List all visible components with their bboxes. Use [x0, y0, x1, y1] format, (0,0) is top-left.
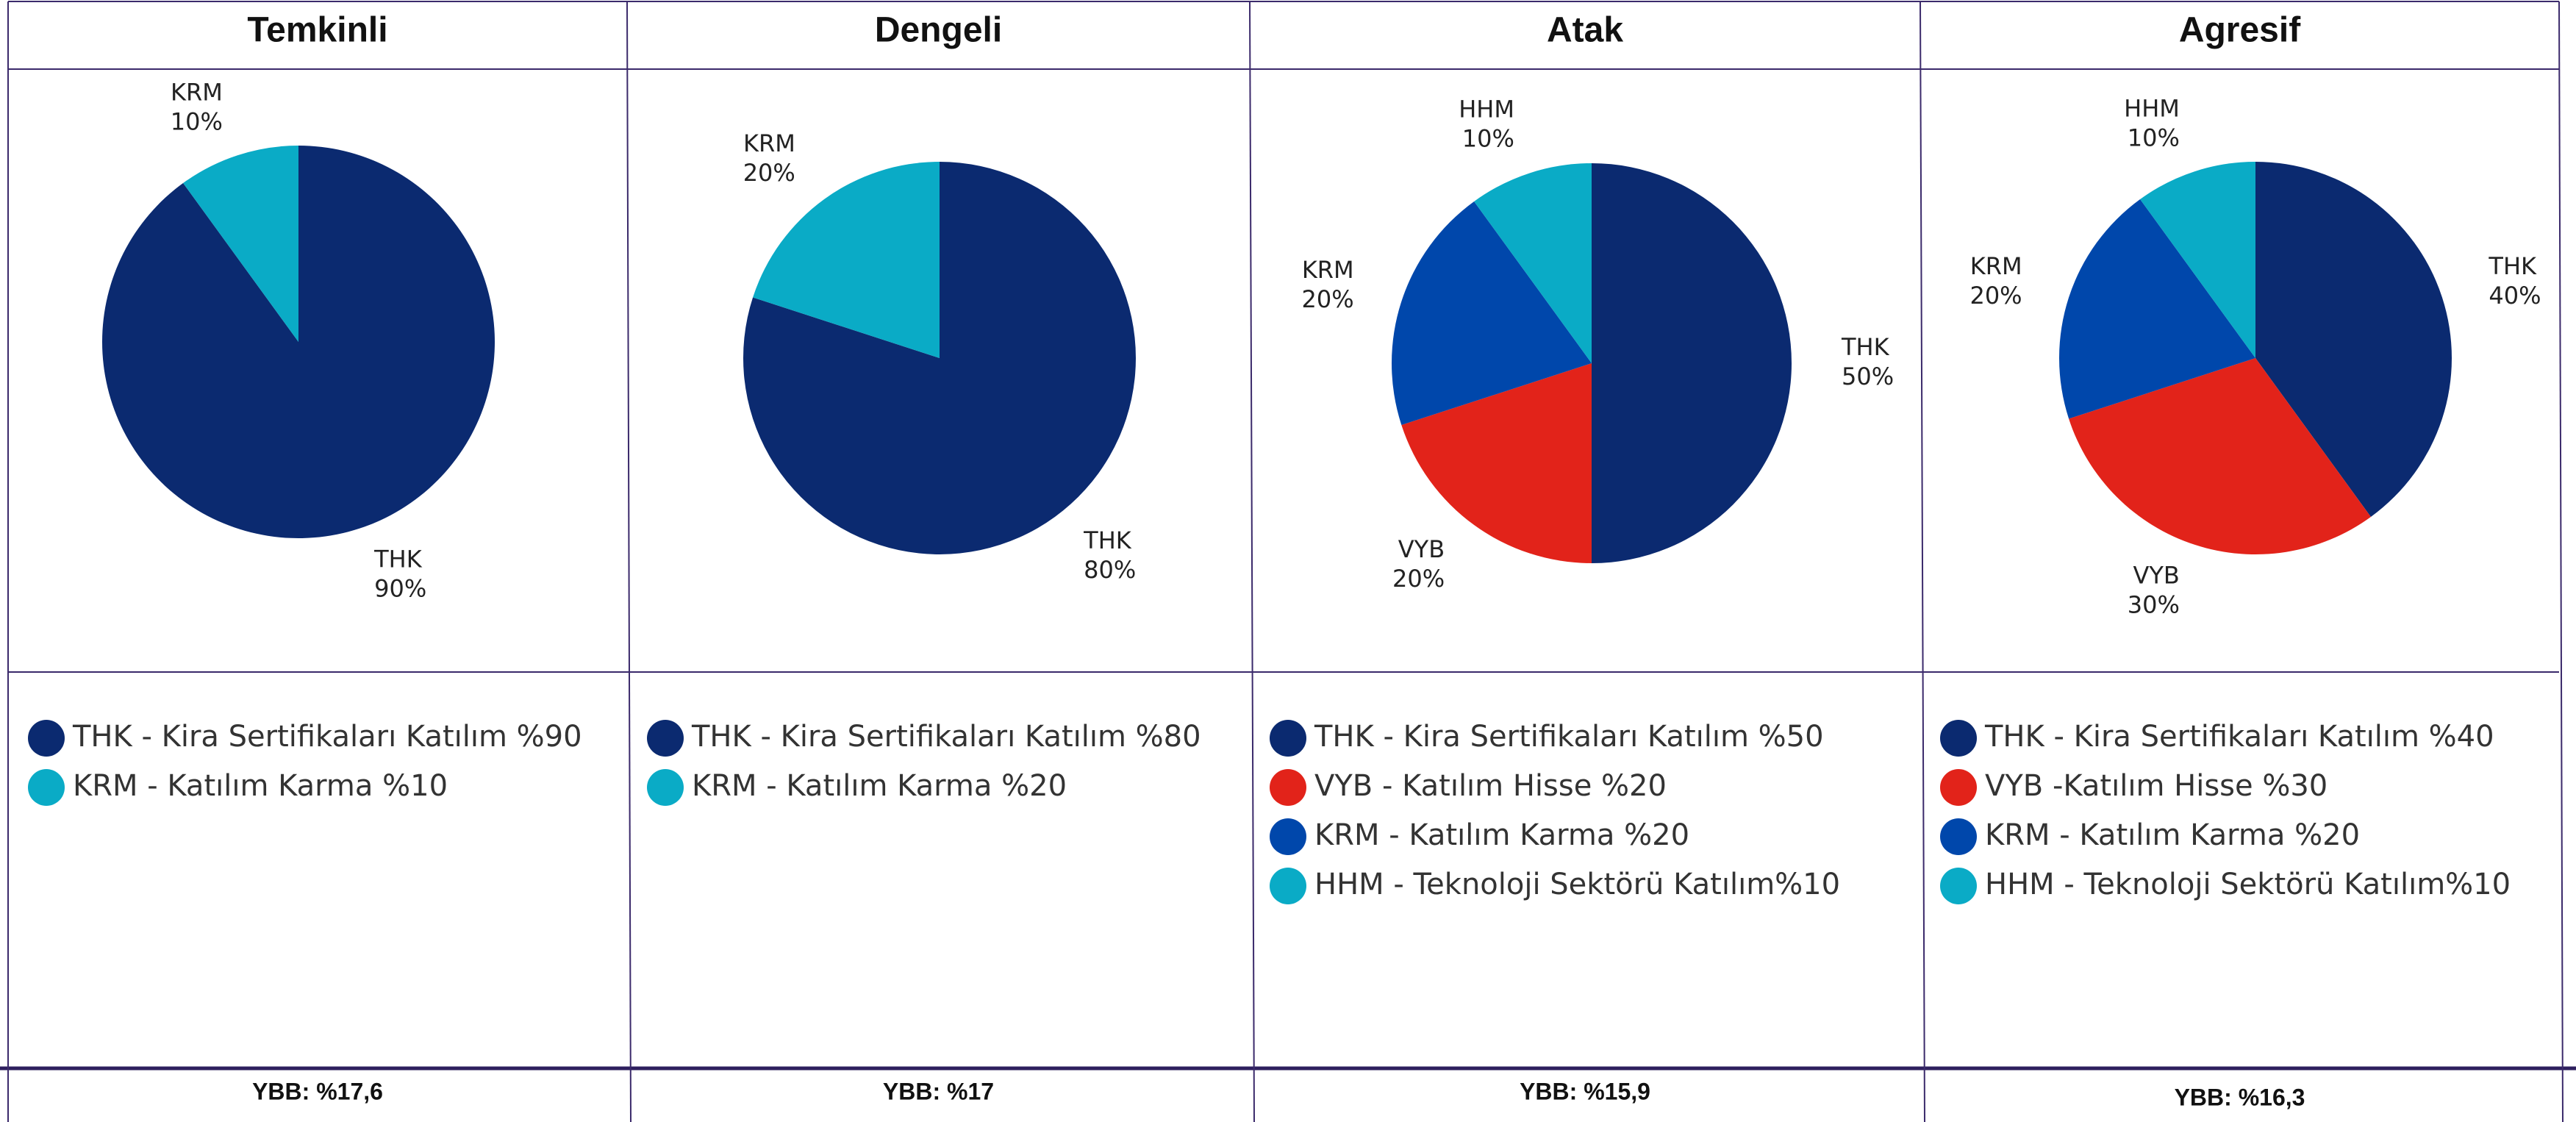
- column-title: Agresif: [2179, 11, 2301, 50]
- legend-label: KRM - Katılım Karma %10: [73, 769, 448, 803]
- footer-note: YBB: %17: [883, 1078, 994, 1104]
- pie-slice: [1401, 363, 1592, 563]
- legend-swatch: [1940, 868, 1977, 904]
- legend-swatch: [28, 720, 65, 757]
- legend-swatch: [1940, 769, 1977, 806]
- pie-slice: [1592, 163, 1792, 563]
- slice-category: VYB: [1398, 535, 1445, 563]
- slice-value: 10%: [2128, 124, 2180, 152]
- legend-swatch: [1270, 868, 1306, 904]
- column-border: [1920, 1, 1925, 1122]
- slice-category: THK: [1841, 333, 1890, 361]
- pie-slice: [1474, 163, 1592, 363]
- slice-value: 90%: [374, 574, 426, 602]
- pie-slice: [2140, 162, 2255, 358]
- footer-note: YBB: %15,9: [1520, 1078, 1650, 1104]
- legend-swatch: [647, 720, 684, 757]
- slice-category: THK: [1083, 526, 1132, 554]
- slice-value: 10%: [1462, 125, 1514, 153]
- pie-slice: [753, 162, 940, 358]
- slice-category: HHM: [1459, 96, 1514, 124]
- legend-label: KRM - Katılım Karma %20: [1314, 818, 1689, 852]
- legend-swatch: [1940, 818, 1977, 855]
- legend-swatch: [1270, 769, 1306, 806]
- legend-label: THK - Kira Sertifikaları Katılım %40: [1984, 720, 2494, 754]
- legend-label: VYB -Katılım Hisse %30: [1985, 769, 2328, 803]
- legend-label: KRM - Katılım Karma %20: [1985, 818, 2360, 852]
- legend-label: VYB - Katılım Hisse %20: [1314, 769, 1667, 803]
- slice-category: VYB: [2133, 561, 2179, 589]
- pie-slice: [2255, 162, 2452, 518]
- legend-label: KRM - Katılım Karma %20: [692, 769, 1067, 803]
- column-border: [2558, 1, 2564, 1122]
- legend-swatch: [1270, 818, 1306, 855]
- slice-value: 20%: [743, 159, 795, 187]
- slice-value: 20%: [1302, 285, 1354, 313]
- legend-label: HHM - Teknoloji Sektörü Katılım%10: [1985, 868, 2511, 901]
- legend-label: HHM - Teknoloji Sektörü Katılım%10: [1314, 868, 1840, 901]
- pie-slice: [183, 146, 298, 342]
- legend-label: THK - Kira Sertifikaları Katılım %90: [72, 720, 582, 754]
- slice-category: THK: [2488, 252, 2537, 280]
- legend-label: THK - Kira Sertifikaları Katılım %80: [691, 720, 1201, 754]
- slice-value: 30%: [2128, 590, 2180, 618]
- legend-label: THK - Kira Sertifikaları Katılım %50: [1314, 720, 1824, 754]
- legend-swatch: [647, 769, 684, 806]
- slice-category: KRM: [171, 79, 223, 107]
- slice-value: 40%: [2489, 282, 2541, 310]
- footer-note: YBB: %16,3: [2175, 1084, 2305, 1110]
- column-title: Atak: [1547, 11, 1623, 50]
- slice-value: 80%: [1084, 556, 1136, 584]
- legend-swatch: [28, 769, 65, 806]
- slice-value: 20%: [1392, 565, 1445, 593]
- footer-note: YBB: %17,6: [252, 1078, 383, 1104]
- legend-swatch: [1270, 720, 1306, 757]
- pie-slice: [2059, 199, 2255, 419]
- slice-value: 20%: [1969, 282, 2022, 310]
- pie-slice: [2069, 358, 2371, 554]
- pie-slice: [1392, 201, 1592, 426]
- slice-category: KRM: [1970, 252, 2022, 280]
- column-title: Dengeli: [875, 11, 1002, 50]
- column-title: Temkinli: [247, 11, 387, 50]
- legend-swatch: [1940, 720, 1977, 757]
- column-border: [626, 1, 632, 1122]
- slice-category: THK: [373, 545, 423, 573]
- slice-category: KRM: [743, 129, 795, 157]
- column-border: [1249, 1, 1255, 1122]
- slice-category: KRM: [1302, 256, 1354, 284]
- slice-value: 10%: [171, 108, 223, 136]
- slice-value: 50%: [1842, 362, 1894, 390]
- slice-category: HHM: [2124, 95, 2180, 123]
